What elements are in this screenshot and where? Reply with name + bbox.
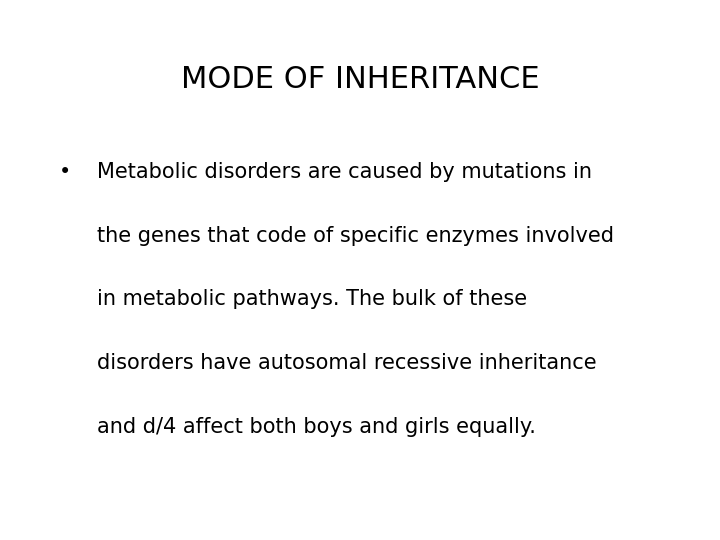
Text: the genes that code of specific enzymes involved: the genes that code of specific enzymes … [97, 226, 614, 246]
Text: and d/4 affect both boys and girls equally.: and d/4 affect both boys and girls equal… [97, 417, 536, 437]
Text: •: • [58, 162, 71, 182]
Text: in metabolic pathways. The bulk of these: in metabolic pathways. The bulk of these [97, 289, 527, 309]
Text: Metabolic disorders are caused by mutations in: Metabolic disorders are caused by mutati… [97, 162, 593, 182]
Text: disorders have autosomal recessive inheritance: disorders have autosomal recessive inher… [97, 353, 597, 373]
Text: MODE OF INHERITANCE: MODE OF INHERITANCE [181, 65, 539, 94]
